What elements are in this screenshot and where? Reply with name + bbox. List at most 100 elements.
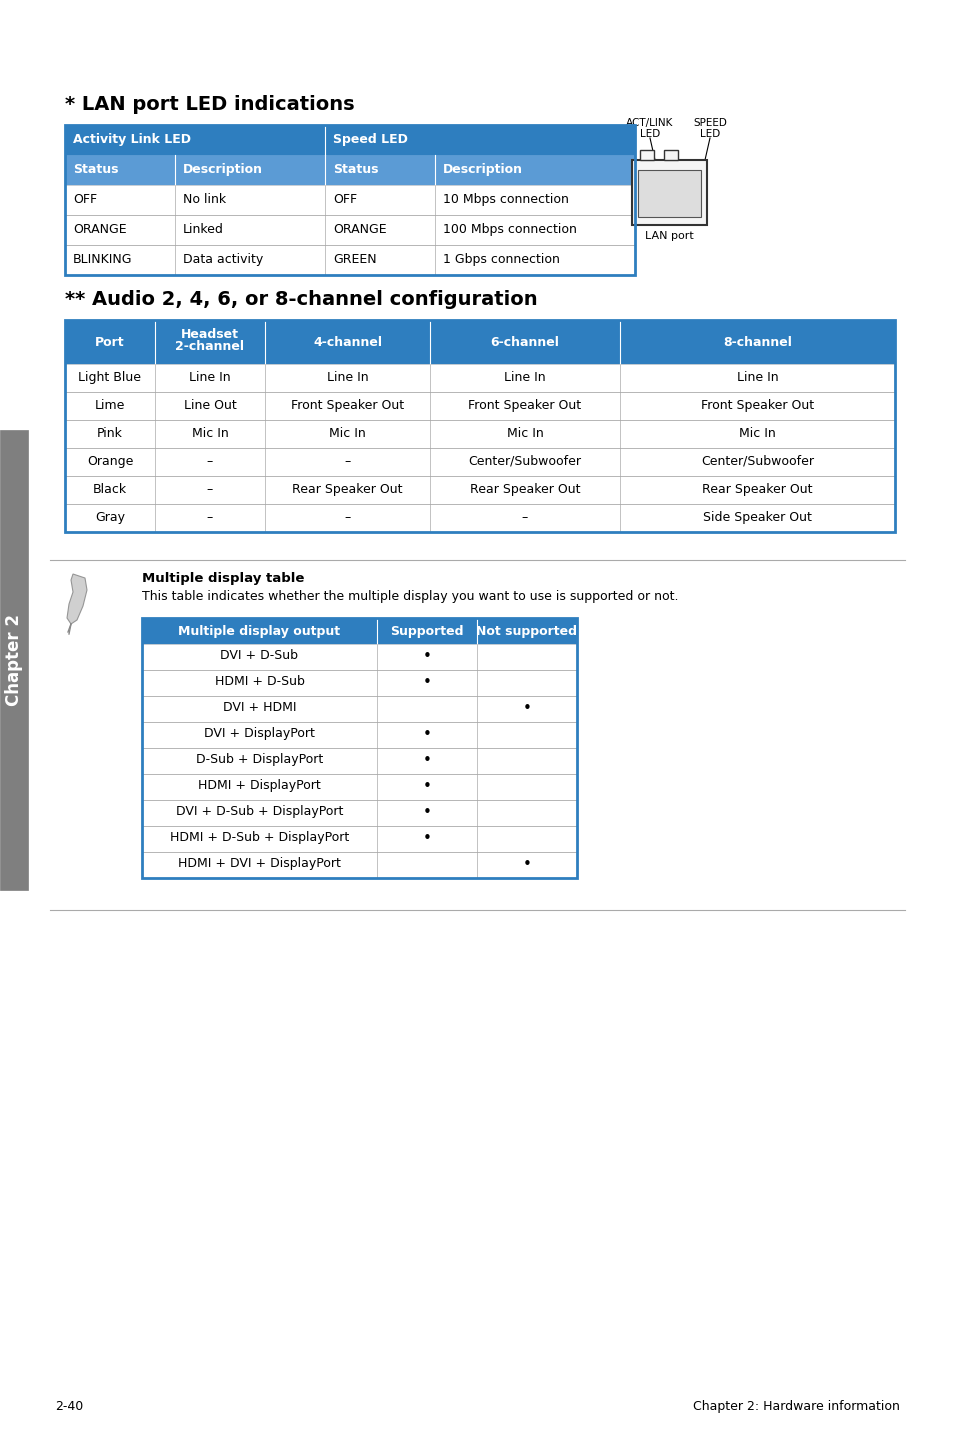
- Text: Status: Status: [333, 162, 378, 175]
- Text: –: –: [521, 510, 528, 523]
- Text: Data activity: Data activity: [183, 253, 263, 266]
- Text: Center/Subwoofer: Center/Subwoofer: [700, 454, 813, 467]
- Text: Pink: Pink: [97, 427, 123, 440]
- Text: HDMI + DisplayPort: HDMI + DisplayPort: [198, 779, 320, 792]
- Bar: [638, 170, 700, 217]
- Bar: [65, 216, 635, 244]
- Text: Mic In: Mic In: [739, 427, 775, 440]
- Text: Chapter 2: Hardware information: Chapter 2: Hardware information: [693, 1401, 899, 1414]
- Text: Center/Subwoofer: Center/Subwoofer: [468, 454, 581, 467]
- Text: •: •: [422, 805, 431, 820]
- Text: DVI + DisplayPort: DVI + DisplayPort: [204, 728, 314, 741]
- Text: Linked: Linked: [183, 223, 224, 236]
- Text: LED: LED: [700, 129, 720, 139]
- Text: Description: Description: [183, 162, 263, 175]
- Text: 2-40: 2-40: [55, 1401, 83, 1414]
- Bar: [142, 774, 577, 800]
- Text: •: •: [422, 674, 431, 690]
- Text: Supported: Supported: [390, 626, 463, 638]
- Polygon shape: [67, 574, 87, 624]
- Text: •: •: [422, 649, 431, 664]
- Bar: [142, 670, 577, 696]
- Text: * LAN port LED indications: * LAN port LED indications: [65, 95, 355, 114]
- Bar: [142, 618, 577, 879]
- Bar: [65, 244, 635, 275]
- Text: Description: Description: [442, 162, 522, 175]
- Text: OFF: OFF: [73, 193, 97, 206]
- Text: –: –: [344, 454, 351, 467]
- Text: Line In: Line In: [326, 371, 368, 384]
- Text: HDMI + D-Sub + DisplayPort: HDMI + D-Sub + DisplayPort: [170, 831, 349, 844]
- Text: Line In: Line In: [189, 371, 231, 384]
- Text: 2-channel: 2-channel: [175, 339, 244, 352]
- Text: Port: Port: [95, 336, 125, 349]
- Text: 100 Mbps connection: 100 Mbps connection: [442, 223, 577, 236]
- Text: Mic In: Mic In: [192, 427, 228, 440]
- Bar: [65, 476, 894, 503]
- Text: 10 Mbps connection: 10 Mbps connection: [442, 193, 568, 206]
- Bar: [65, 503, 894, 532]
- Text: BLINKING: BLINKING: [73, 253, 132, 266]
- Text: 1 Gbps connection: 1 Gbps connection: [442, 253, 559, 266]
- Bar: [142, 722, 577, 748]
- Bar: [65, 125, 635, 275]
- Text: Speed LED: Speed LED: [333, 132, 408, 147]
- Bar: [142, 618, 577, 644]
- Text: Not supported: Not supported: [476, 626, 577, 638]
- Bar: [142, 851, 577, 879]
- Bar: [142, 825, 577, 851]
- Text: OFF: OFF: [333, 193, 356, 206]
- Bar: [142, 748, 577, 774]
- Text: 6-channel: 6-channel: [490, 336, 558, 349]
- Text: ACT/LINK: ACT/LINK: [626, 118, 673, 128]
- Polygon shape: [663, 150, 678, 160]
- Text: Lime: Lime: [94, 398, 125, 413]
- Text: –: –: [207, 483, 213, 496]
- Text: Front Speaker Out: Front Speaker Out: [468, 398, 581, 413]
- Text: D-Sub + DisplayPort: D-Sub + DisplayPort: [195, 754, 323, 766]
- Bar: [142, 696, 577, 722]
- Text: Light Blue: Light Blue: [78, 371, 141, 384]
- Text: Rear Speaker Out: Rear Speaker Out: [292, 483, 402, 496]
- Bar: [65, 393, 894, 420]
- Text: •: •: [522, 857, 531, 871]
- Text: DVI + D-Sub: DVI + D-Sub: [220, 649, 298, 661]
- Text: DVI + HDMI: DVI + HDMI: [222, 700, 296, 715]
- Text: •: •: [422, 754, 431, 768]
- Polygon shape: [639, 150, 654, 160]
- Text: Orange: Orange: [87, 454, 133, 467]
- Bar: [65, 321, 894, 364]
- Text: Line In: Line In: [736, 371, 778, 384]
- Text: Headset: Headset: [181, 328, 239, 341]
- Text: –: –: [207, 510, 213, 523]
- Bar: [65, 155, 635, 186]
- Text: LAN port: LAN port: [644, 232, 693, 242]
- Text: Multiple display output: Multiple display output: [178, 626, 340, 638]
- Text: ORANGE: ORANGE: [333, 223, 386, 236]
- Text: GREEN: GREEN: [333, 253, 376, 266]
- Text: Line In: Line In: [503, 371, 545, 384]
- Text: Gray: Gray: [95, 510, 125, 523]
- Bar: [65, 321, 894, 532]
- Text: •: •: [422, 831, 431, 846]
- Text: Rear Speaker Out: Rear Speaker Out: [701, 483, 812, 496]
- Text: This table indicates whether the multiple display you want to use is supported o: This table indicates whether the multipl…: [142, 590, 678, 603]
- Bar: [631, 160, 706, 224]
- Text: Multiple display table: Multiple display table: [142, 572, 304, 585]
- Bar: [142, 644, 577, 670]
- Text: Mic In: Mic In: [506, 427, 543, 440]
- Text: DVI + D-Sub + DisplayPort: DVI + D-Sub + DisplayPort: [175, 805, 343, 818]
- Bar: [65, 449, 894, 476]
- Text: Side Speaker Out: Side Speaker Out: [702, 510, 811, 523]
- Bar: [65, 125, 635, 155]
- Text: Chapter 2: Chapter 2: [5, 614, 23, 706]
- Text: No link: No link: [183, 193, 226, 206]
- Bar: [65, 364, 894, 393]
- Text: Line Out: Line Out: [183, 398, 236, 413]
- Text: Rear Speaker Out: Rear Speaker Out: [469, 483, 579, 496]
- Text: Black: Black: [92, 483, 127, 496]
- Text: •: •: [522, 700, 531, 716]
- Text: SPEED: SPEED: [692, 118, 726, 128]
- Text: –: –: [344, 510, 351, 523]
- Text: Front Speaker Out: Front Speaker Out: [700, 398, 813, 413]
